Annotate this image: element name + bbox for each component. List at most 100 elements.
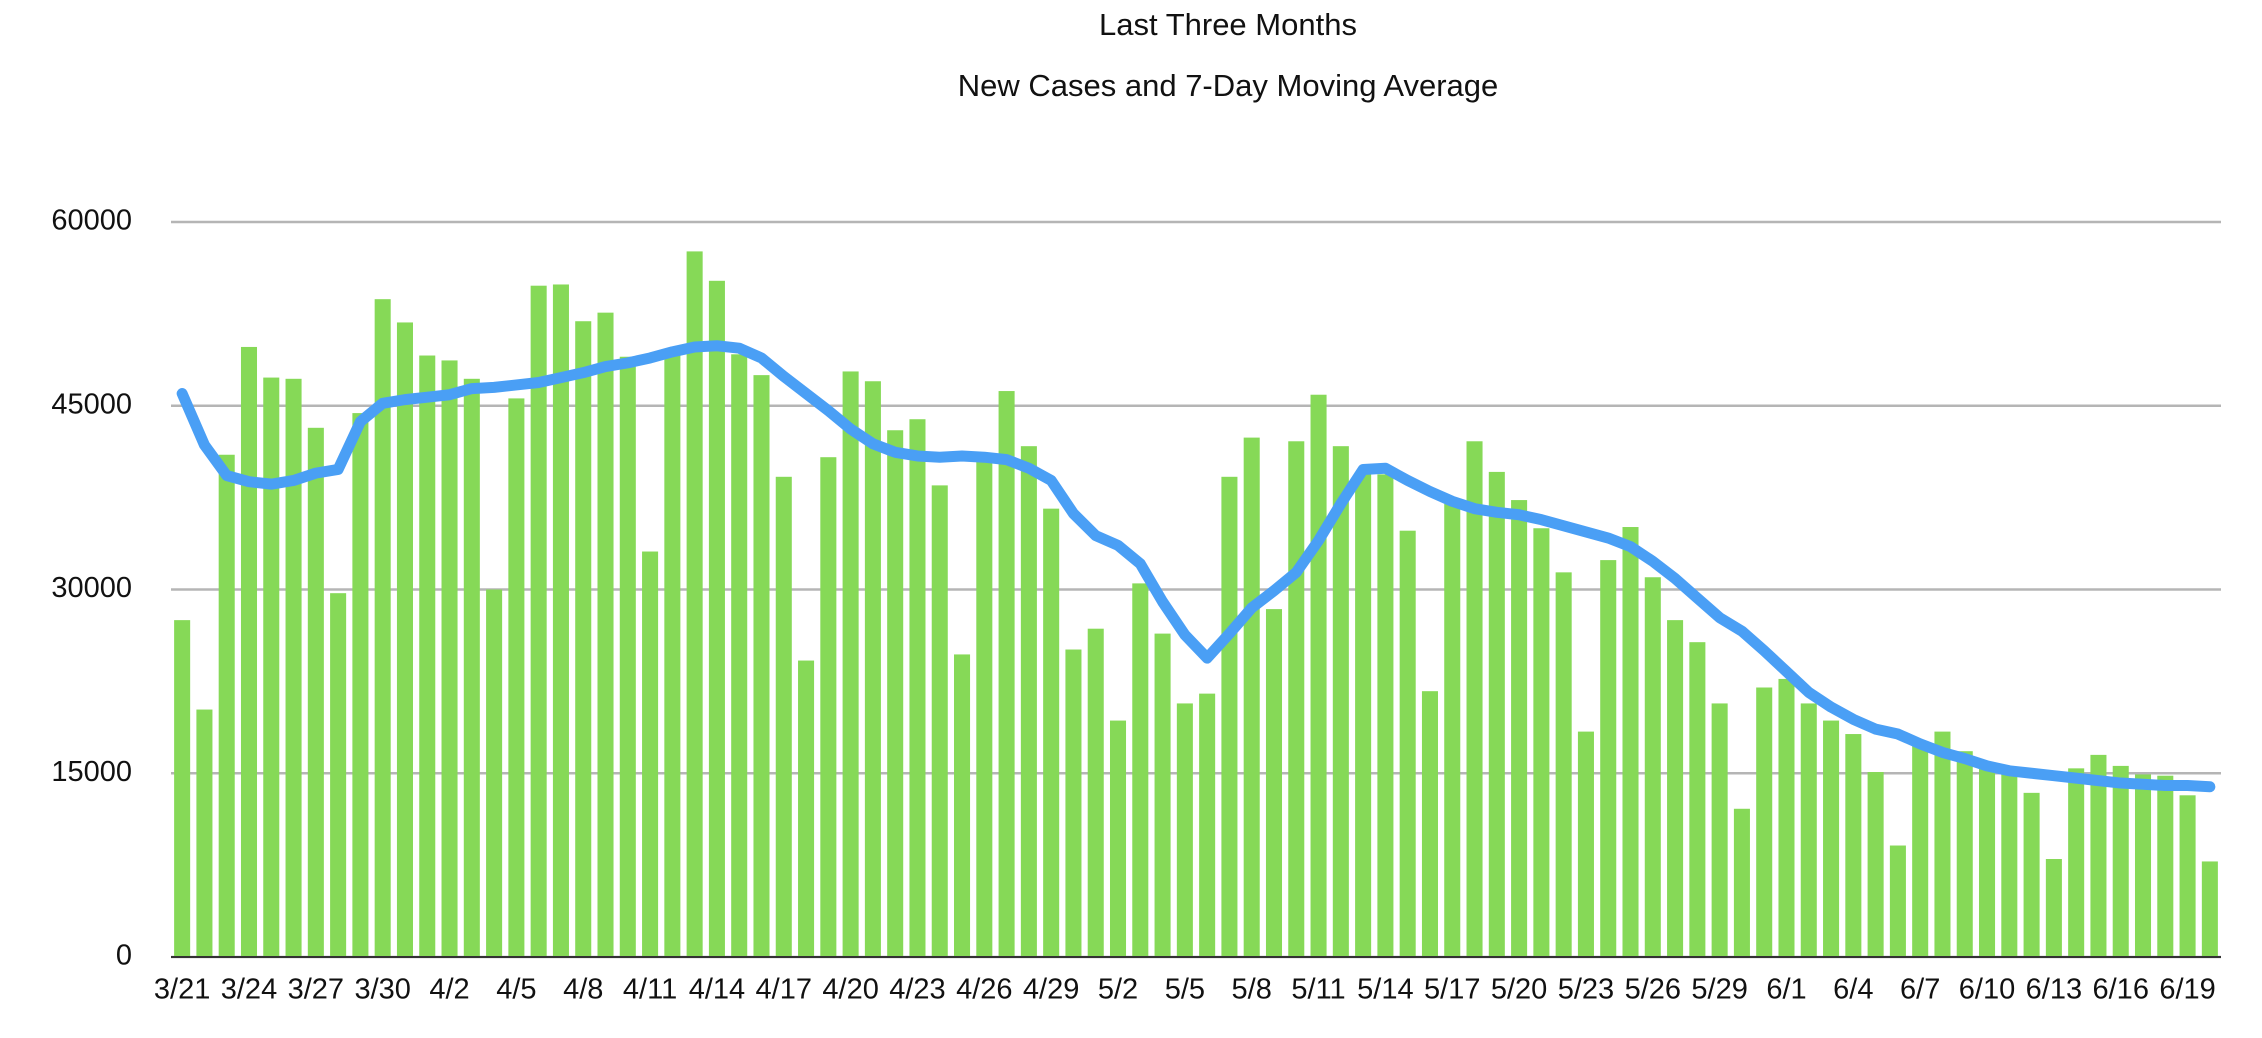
bar bbox=[954, 654, 971, 957]
bar bbox=[1667, 620, 1684, 957]
bar bbox=[842, 371, 859, 957]
x-tick-label: 5/20 bbox=[1491, 974, 1547, 1006]
bar bbox=[931, 485, 948, 957]
x-tick-label: 5/8 bbox=[1232, 974, 1272, 1006]
x-tick-label: 4/11 bbox=[623, 974, 677, 1006]
bar bbox=[2201, 861, 2218, 957]
bar bbox=[1912, 745, 1929, 957]
bar bbox=[1377, 474, 1394, 957]
x-tick-label: 6/1 bbox=[1766, 974, 1806, 1006]
bar bbox=[396, 322, 413, 957]
bar bbox=[1310, 394, 1327, 958]
bar bbox=[1956, 751, 1973, 957]
x-tick-label: 5/26 bbox=[1625, 974, 1681, 1006]
bar bbox=[1733, 808, 1750, 957]
bar bbox=[1109, 720, 1127, 957]
bar bbox=[240, 346, 258, 957]
bar bbox=[463, 378, 480, 957]
bar bbox=[619, 356, 636, 957]
bar bbox=[1488, 471, 1505, 957]
bar bbox=[1332, 446, 1349, 957]
x-tick-label: 4/20 bbox=[822, 974, 878, 1006]
x-tick-label: 6/7 bbox=[1900, 974, 1940, 1006]
bar bbox=[753, 375, 770, 957]
bar bbox=[798, 660, 815, 957]
bar bbox=[686, 251, 703, 957]
x-tick-label: 4/14 bbox=[689, 974, 745, 1006]
bar bbox=[1934, 731, 1951, 957]
bar bbox=[1288, 441, 1305, 957]
bar bbox=[998, 391, 1015, 957]
chart-title: Last Three Months bbox=[1099, 7, 1357, 42]
x-tick-label: 3/24 bbox=[221, 974, 277, 1006]
y-tick-label: 60000 bbox=[51, 205, 132, 237]
x-tick-label: 5/11 bbox=[1291, 974, 1345, 1006]
x-tick-label: 4/5 bbox=[496, 974, 536, 1006]
bar bbox=[374, 299, 391, 957]
x-tick-label: 3/21 bbox=[154, 974, 210, 1006]
bar bbox=[552, 284, 569, 958]
x-tick-label: 5/17 bbox=[1424, 974, 1480, 1006]
bar bbox=[1600, 560, 1617, 957]
bar bbox=[1800, 703, 1817, 957]
bar bbox=[820, 457, 837, 957]
x-tick-label: 4/8 bbox=[563, 974, 603, 1006]
bar bbox=[218, 454, 235, 957]
bar bbox=[419, 355, 436, 957]
bar bbox=[1756, 687, 1773, 957]
bar bbox=[2045, 859, 2062, 957]
bar bbox=[441, 360, 458, 957]
bar bbox=[575, 321, 592, 958]
bar bbox=[1577, 731, 1594, 957]
bar bbox=[1132, 583, 1149, 957]
bar bbox=[1043, 508, 1060, 957]
bar bbox=[1399, 530, 1416, 957]
bar bbox=[1867, 772, 1884, 957]
bar bbox=[2001, 770, 2018, 957]
bar bbox=[1265, 609, 1283, 957]
bar bbox=[352, 413, 369, 958]
bar bbox=[976, 459, 993, 957]
bar bbox=[731, 354, 748, 957]
bar bbox=[196, 709, 213, 957]
x-tick-label: 3/30 bbox=[354, 974, 410, 1006]
bar bbox=[2134, 774, 2152, 957]
x-tick-label: 6/4 bbox=[1833, 974, 1873, 1006]
y-tick-label: 0 bbox=[116, 940, 132, 972]
x-tick-label: 4/29 bbox=[1023, 974, 1079, 1006]
x-tick-label: 5/23 bbox=[1558, 974, 1614, 1006]
bar bbox=[285, 378, 302, 957]
bar bbox=[864, 381, 881, 957]
bar bbox=[1087, 628, 1104, 957]
x-tick-label: 6/10 bbox=[1959, 974, 2015, 1006]
bar bbox=[2068, 768, 2085, 957]
bar bbox=[174, 620, 191, 957]
bar bbox=[330, 593, 347, 957]
bar bbox=[307, 427, 324, 957]
x-tick-label: 3/27 bbox=[288, 974, 344, 1006]
bar bbox=[1444, 503, 1461, 957]
x-tick-label: 5/14 bbox=[1357, 974, 1413, 1006]
bar bbox=[1845, 734, 1862, 957]
bar bbox=[1711, 703, 1728, 957]
x-tick-label: 4/2 bbox=[429, 974, 469, 1006]
bar bbox=[1221, 476, 1238, 957]
bar bbox=[1355, 473, 1372, 957]
bar bbox=[1466, 441, 1483, 957]
bar bbox=[1065, 649, 1082, 957]
bar bbox=[2112, 765, 2129, 957]
x-tick-label: 4/17 bbox=[756, 974, 812, 1006]
bar bbox=[2023, 792, 2040, 957]
bar bbox=[1555, 572, 1572, 957]
bar bbox=[263, 377, 280, 957]
bar bbox=[530, 285, 547, 957]
bar bbox=[1421, 691, 1438, 957]
bar bbox=[1979, 763, 1996, 957]
bar bbox=[909, 419, 926, 958]
bar bbox=[1176, 703, 1193, 957]
bar bbox=[1823, 720, 1840, 957]
x-tick-label: 6/16 bbox=[2093, 974, 2149, 1006]
chart-subtitle: New Cases and 7-Day Moving Average bbox=[958, 68, 1499, 103]
bar bbox=[775, 476, 792, 957]
